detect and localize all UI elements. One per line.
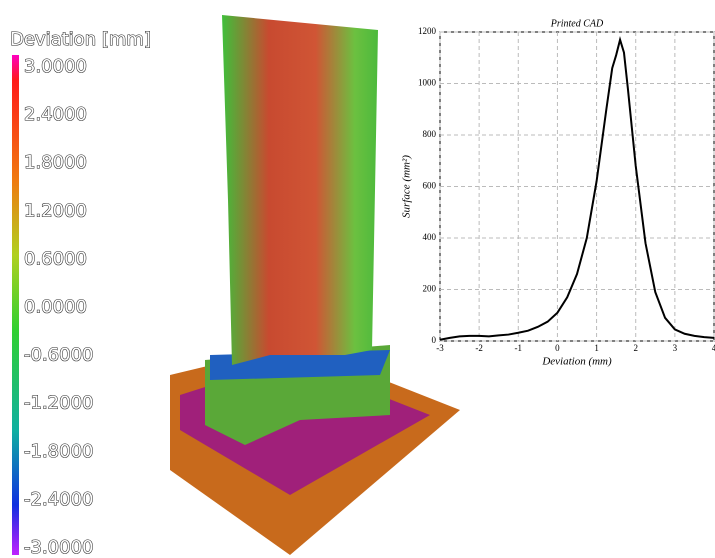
colorbar-label: -0.6000 [24, 345, 93, 366]
y-tick-label: 1200 [418, 26, 437, 36]
colorbar-label: 1.2000 [24, 200, 87, 221]
y-tick-label: 800 [423, 129, 437, 139]
y-tick-label: 400 [423, 232, 437, 242]
colorbar-label: -2.4000 [24, 489, 93, 510]
figure: Deviation [mm] 3.0000 2.4000 1.8000 1.2000 0… [0, 0, 715, 558]
x-tick-label: 0 [555, 343, 560, 353]
x-tick-label: 3 [673, 343, 678, 353]
render-3d [170, 15, 460, 555]
colorbar-label: 0.0000 [24, 297, 87, 318]
y-tick-label: 1000 [418, 78, 437, 88]
colorbar-label: -3.0000 [24, 537, 93, 558]
x-tick-label: 1 [594, 343, 599, 353]
colorbar-label: 2.4000 [24, 104, 87, 125]
colorbar-label: 0.6000 [24, 248, 87, 269]
colorbar [12, 55, 19, 555]
colorbar-title: Deviation [mm] [10, 29, 151, 50]
x-tick-label: 2 [633, 343, 638, 353]
y-tick-label: 600 [423, 181, 437, 191]
colorbar-label: -1.8000 [24, 441, 93, 462]
x-axis-label: Deviation (mm) [541, 356, 612, 368]
colorbar-label: -1.2000 [24, 393, 93, 414]
y-tick-label: 200 [423, 284, 437, 294]
figure-canvas: Deviation [mm] 3.0000 2.4000 1.8000 1.2000 0… [0, 0, 715, 558]
blade [222, 15, 378, 365]
colorbar-label: 3.0000 [24, 56, 87, 77]
x-tick-label: -1 [515, 343, 523, 353]
chart-title: Printed CAD [550, 18, 604, 29]
x-tick-label: -3 [436, 343, 444, 353]
colorbar-label: 1.8000 [24, 152, 87, 173]
x-tick-label: -2 [475, 343, 483, 353]
y-axis-label: Surface (mm²) [401, 155, 413, 218]
